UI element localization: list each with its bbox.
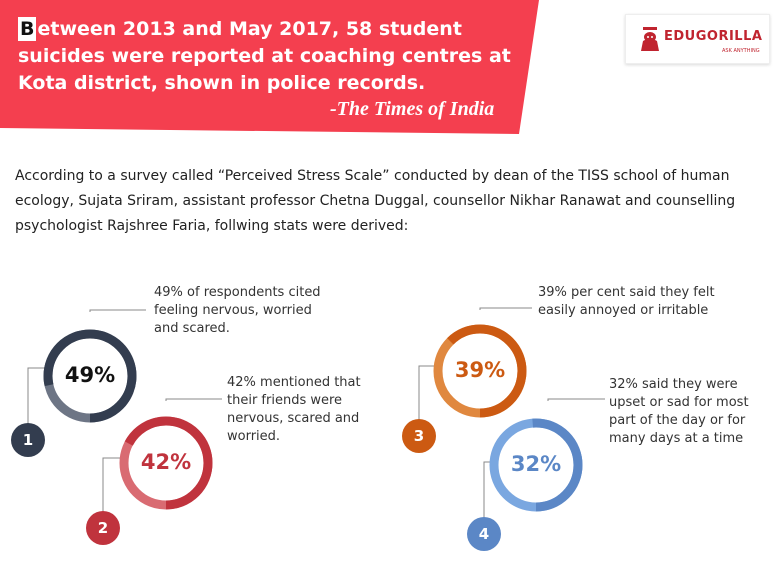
stat-4-leader-line	[483, 461, 492, 534]
headline-dropcap: B	[18, 17, 37, 41]
stat-3-number-badge: 3	[402, 419, 436, 453]
stat-1-leader-line	[27, 367, 46, 440]
stat-2-leader-line	[102, 457, 124, 528]
stat-3-ring-arc	[433, 324, 527, 418]
stat-1-number-badge: 1	[11, 423, 45, 457]
stat-3-description: 39% per cent said they felt easily annoy…	[538, 285, 715, 318]
stat-1-percent: 49%	[64, 363, 116, 387]
stat-4-number-badge: 4	[467, 517, 501, 551]
stat-4-description: 32% said they were upset or sad for most…	[609, 377, 749, 446]
banner-shape	[0, 0, 539, 134]
source-credit: -The Times of India	[330, 98, 495, 120]
gorilla-icon	[641, 27, 659, 51]
header-banner	[0, 0, 539, 134]
stat-3-leader-line	[418, 365, 437, 436]
logo: EDUGORILLA ASK ANYTHING	[625, 14, 770, 64]
stat-1-ring-arc	[43, 329, 137, 423]
stat-3-callout-line	[479, 307, 532, 310]
stat-2-callout-line	[165, 398, 222, 401]
logo-name: EDUGORILLA	[664, 29, 763, 44]
stat-1-description: 49% of respondents cited feeling nervous…	[154, 285, 321, 336]
stat-4-ring-arc	[489, 418, 583, 512]
stat-4-percent: 32%	[510, 452, 562, 476]
stat-1-callout-line	[89, 309, 146, 312]
stat-4-callout-line	[547, 398, 605, 401]
stat-2-ring-arc	[119, 416, 213, 510]
stat-2-percent: 42%	[140, 450, 192, 474]
intro-paragraph: According to a survey called “Perceived …	[15, 168, 736, 234]
logo-tagline: ASK ANYTHING	[722, 48, 760, 54]
stat-2-description: 42% mentioned that their friends were ne…	[227, 375, 361, 444]
stat-2-number-badge: 2	[86, 511, 120, 545]
headline-text: etween 2013 and May 2017, 58 student sui…	[18, 18, 511, 94]
stat-3-percent: 39%	[454, 358, 506, 382]
